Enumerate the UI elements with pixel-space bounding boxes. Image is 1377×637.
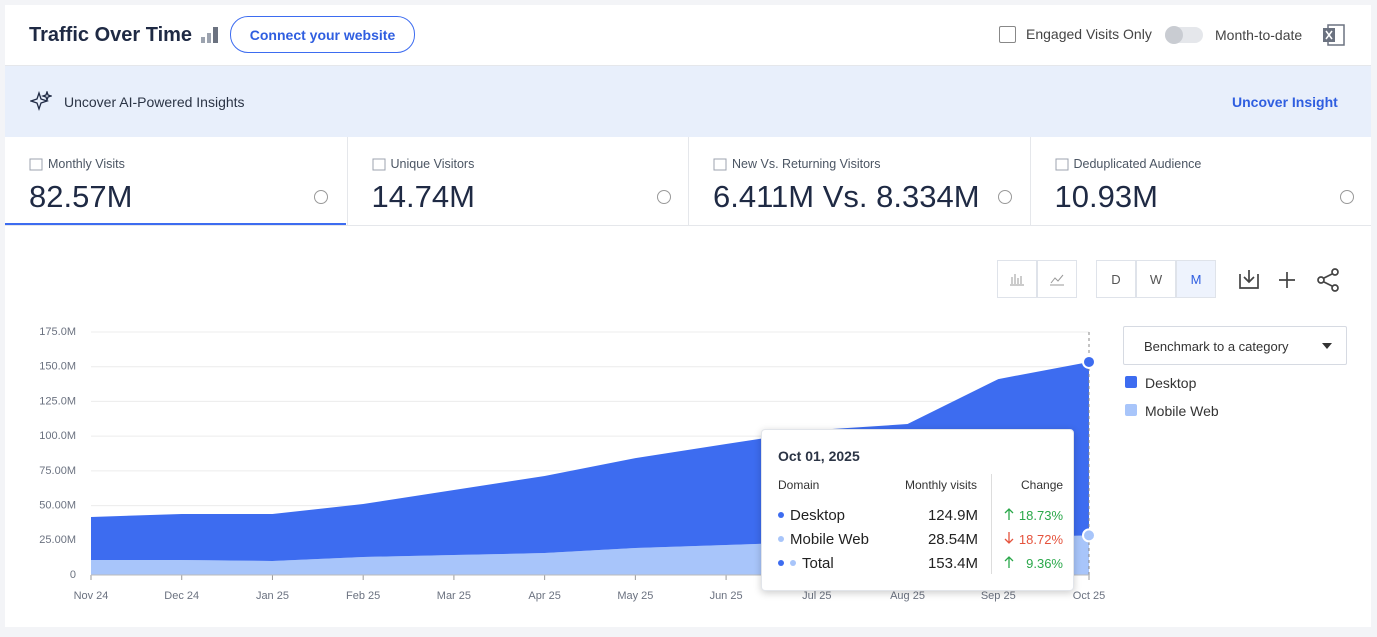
hover-point <box>1083 356 1095 368</box>
x-tick-label: Jun 25 <box>710 590 743 602</box>
tooltip-change: 18.72% <box>1019 532 1063 547</box>
tooltip-change: 9.36% <box>1026 556 1063 571</box>
x-tick-label: Sep 25 <box>981 590 1016 602</box>
y-tick-label: 0 <box>70 569 76 581</box>
legend-dot <box>790 560 796 566</box>
legend-dot <box>778 560 784 566</box>
tooltip-name: Desktop <box>790 507 845 524</box>
legend-dot <box>778 536 784 542</box>
y-tick-label: 75.00M <box>39 465 76 477</box>
x-tick-label: Jul 25 <box>802 590 831 602</box>
hover-point <box>1083 529 1095 541</box>
x-tick-label: Apr 25 <box>528 590 560 602</box>
tooltip: Oct 01, 2025 Domain Monthly visits Chang… <box>761 429 1074 591</box>
change-arrow <box>1004 507 1014 521</box>
tooltip-name: Total <box>802 555 834 572</box>
x-tick-label: Aug 25 <box>890 590 925 602</box>
x-tick-label: Dec 24 <box>164 590 199 602</box>
arrow <box>1005 509 1013 520</box>
tooltip-header: Domain <box>778 478 819 492</box>
x-tick-label: Mar 25 <box>437 590 471 602</box>
tooltip-name: Mobile Web <box>790 531 869 548</box>
legend-dot <box>778 512 784 518</box>
tooltip-change: 18.73% <box>1019 508 1063 523</box>
x-tick-label: Oct 25 <box>1073 590 1105 602</box>
tooltip-divider <box>991 474 992 574</box>
y-tick-label: 50.00M <box>39 499 76 511</box>
tooltip-header: Monthly visits <box>905 478 977 492</box>
y-tick-label: 25.00M <box>39 534 76 546</box>
arrow <box>1005 557 1013 568</box>
tooltip-visits: 153.4M <box>928 555 978 572</box>
y-tick-label: 125.0M <box>39 395 76 407</box>
x-tick-label: Jan 25 <box>256 590 289 602</box>
y-tick-label: 175.0M <box>39 326 76 338</box>
tooltip-date: Oct 01, 2025 <box>778 448 860 464</box>
x-tick-label: Feb 25 <box>346 590 380 602</box>
arrow <box>1005 532 1013 543</box>
tooltip-visits: 124.9M <box>928 507 978 524</box>
y-tick-label: 100.0M <box>39 430 76 442</box>
tooltip-visits: 28.54M <box>928 531 978 548</box>
x-tick-label: Nov 24 <box>74 590 109 602</box>
change-arrow <box>1004 531 1014 545</box>
x-tick-label: May 25 <box>617 590 653 602</box>
y-tick-label: 150.0M <box>39 361 76 373</box>
change-arrow <box>1004 555 1014 569</box>
tooltip-header: Change <box>1021 478 1063 492</box>
